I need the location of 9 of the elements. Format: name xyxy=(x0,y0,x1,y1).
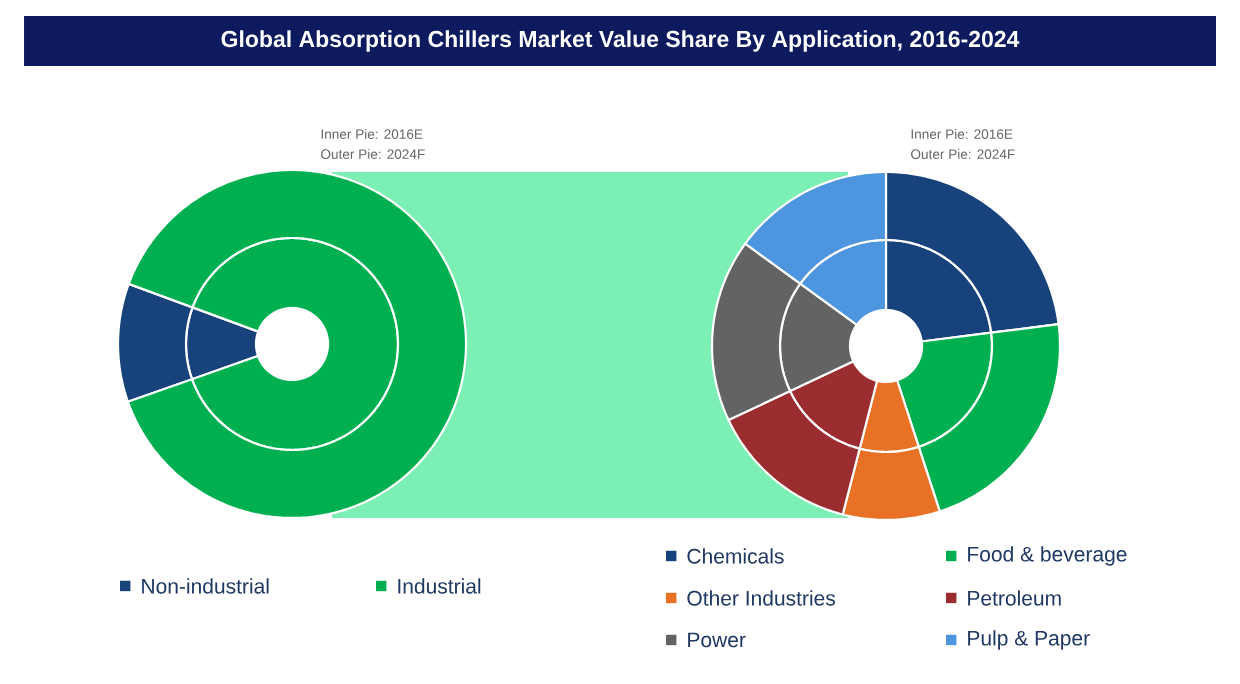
legend-label: Other Industries xyxy=(687,590,835,606)
text: Global Absorption Chillers Market Value Share By Application, 2016-2024 xyxy=(221,30,1020,52)
legend-label: Chemicals xyxy=(687,548,784,564)
legend-label: Food & beverage xyxy=(968,546,1127,566)
legend-label: Pulp & Paper xyxy=(968,630,1090,650)
legend-label: Non-industrial xyxy=(142,578,269,594)
legend-label: Power xyxy=(688,632,746,648)
legend-label: Industrial xyxy=(398,578,481,594)
legend-label: Petroleum xyxy=(968,590,1061,606)
